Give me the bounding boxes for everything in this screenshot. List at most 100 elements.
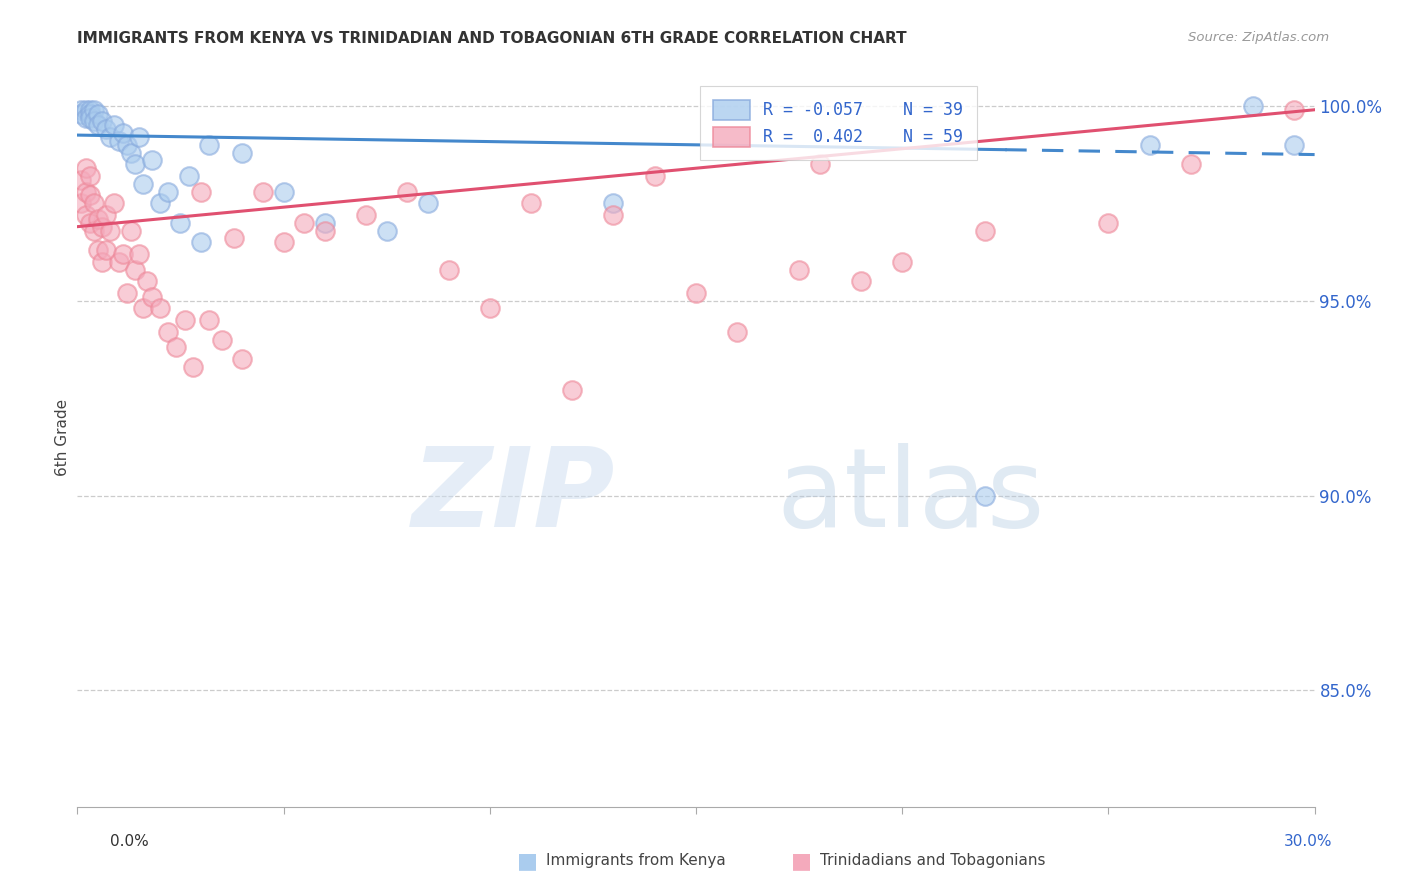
Point bbox=[136, 274, 159, 288]
Point bbox=[1097, 216, 1119, 230]
Point bbox=[149, 301, 172, 316]
Point bbox=[891, 254, 914, 268]
Point bbox=[75, 208, 97, 222]
Point bbox=[252, 185, 274, 199]
Point bbox=[96, 122, 118, 136]
Point bbox=[292, 216, 315, 230]
Point bbox=[128, 130, 150, 145]
Point bbox=[190, 185, 212, 199]
Point bbox=[70, 103, 93, 117]
Point bbox=[79, 103, 101, 117]
Text: Immigrants from Kenya: Immigrants from Kenya bbox=[546, 854, 725, 868]
Point bbox=[1139, 137, 1161, 152]
Text: Source: ZipAtlas.com: Source: ZipAtlas.com bbox=[1188, 31, 1329, 45]
Point bbox=[70, 196, 93, 211]
Point bbox=[96, 243, 118, 257]
Point bbox=[115, 137, 138, 152]
Point bbox=[198, 313, 221, 327]
Point bbox=[602, 208, 624, 222]
Point bbox=[75, 103, 97, 117]
Point bbox=[128, 247, 150, 261]
Point bbox=[787, 262, 810, 277]
Point bbox=[83, 114, 105, 128]
Point bbox=[111, 126, 134, 140]
Text: Trinidadians and Tobagonians: Trinidadians and Tobagonians bbox=[820, 854, 1045, 868]
Point bbox=[70, 173, 93, 187]
Point bbox=[141, 290, 163, 304]
Point bbox=[91, 114, 114, 128]
Point bbox=[91, 219, 114, 234]
Point bbox=[314, 216, 336, 230]
Point bbox=[157, 185, 180, 199]
Point bbox=[79, 169, 101, 183]
Point bbox=[75, 161, 97, 176]
Point bbox=[83, 223, 105, 237]
Point bbox=[416, 196, 439, 211]
Point bbox=[115, 285, 138, 300]
Text: 30.0%: 30.0% bbox=[1284, 834, 1331, 848]
Point bbox=[157, 325, 180, 339]
Point bbox=[1241, 99, 1264, 113]
Point bbox=[120, 145, 142, 160]
Text: ■: ■ bbox=[517, 851, 537, 871]
Point bbox=[103, 119, 125, 133]
Point bbox=[602, 196, 624, 211]
Point bbox=[83, 103, 105, 117]
Point bbox=[973, 489, 995, 503]
Point bbox=[808, 157, 831, 171]
Point bbox=[273, 235, 295, 250]
Y-axis label: 6th Grade: 6th Grade bbox=[55, 399, 70, 475]
Legend: R = -0.057    N = 39, R =  0.402    N = 59: R = -0.057 N = 39, R = 0.402 N = 59 bbox=[700, 87, 977, 161]
Point bbox=[354, 208, 377, 222]
Point bbox=[198, 137, 221, 152]
Point bbox=[132, 177, 155, 191]
Point bbox=[98, 130, 121, 145]
Point bbox=[478, 301, 501, 316]
Point bbox=[83, 196, 105, 211]
Point bbox=[437, 262, 460, 277]
Point bbox=[165, 341, 187, 355]
Point bbox=[169, 216, 191, 230]
Point bbox=[1180, 157, 1202, 171]
Point bbox=[520, 196, 543, 211]
Point bbox=[375, 223, 398, 237]
Point bbox=[177, 169, 200, 183]
Point bbox=[1282, 137, 1305, 152]
Point bbox=[222, 231, 245, 245]
Point bbox=[181, 359, 204, 374]
Text: ■: ■ bbox=[792, 851, 811, 871]
Text: atlas: atlas bbox=[776, 442, 1045, 549]
Point bbox=[120, 223, 142, 237]
Point bbox=[107, 254, 129, 268]
Point bbox=[79, 106, 101, 120]
Point bbox=[79, 216, 101, 230]
Point bbox=[973, 223, 995, 237]
Point bbox=[685, 285, 707, 300]
Point bbox=[561, 384, 583, 398]
Point bbox=[211, 333, 233, 347]
Point bbox=[96, 208, 118, 222]
Point bbox=[87, 211, 110, 226]
Point bbox=[190, 235, 212, 250]
Point bbox=[87, 119, 110, 133]
Point bbox=[273, 185, 295, 199]
Point bbox=[849, 274, 872, 288]
Point bbox=[103, 196, 125, 211]
Point bbox=[75, 185, 97, 199]
Point bbox=[396, 185, 419, 199]
Point bbox=[644, 169, 666, 183]
Text: IMMIGRANTS FROM KENYA VS TRINIDADIAN AND TOBAGONIAN 6TH GRADE CORRELATION CHART: IMMIGRANTS FROM KENYA VS TRINIDADIAN AND… bbox=[77, 31, 907, 46]
Point bbox=[231, 145, 253, 160]
Point bbox=[132, 301, 155, 316]
Point bbox=[314, 223, 336, 237]
Point bbox=[124, 157, 146, 171]
Point bbox=[79, 111, 101, 125]
Point bbox=[70, 106, 93, 120]
Point bbox=[149, 196, 172, 211]
Point bbox=[107, 134, 129, 148]
Point bbox=[124, 262, 146, 277]
Point bbox=[79, 188, 101, 202]
Point bbox=[87, 243, 110, 257]
Text: 0.0%: 0.0% bbox=[110, 834, 149, 848]
Text: ZIP: ZIP bbox=[412, 442, 616, 549]
